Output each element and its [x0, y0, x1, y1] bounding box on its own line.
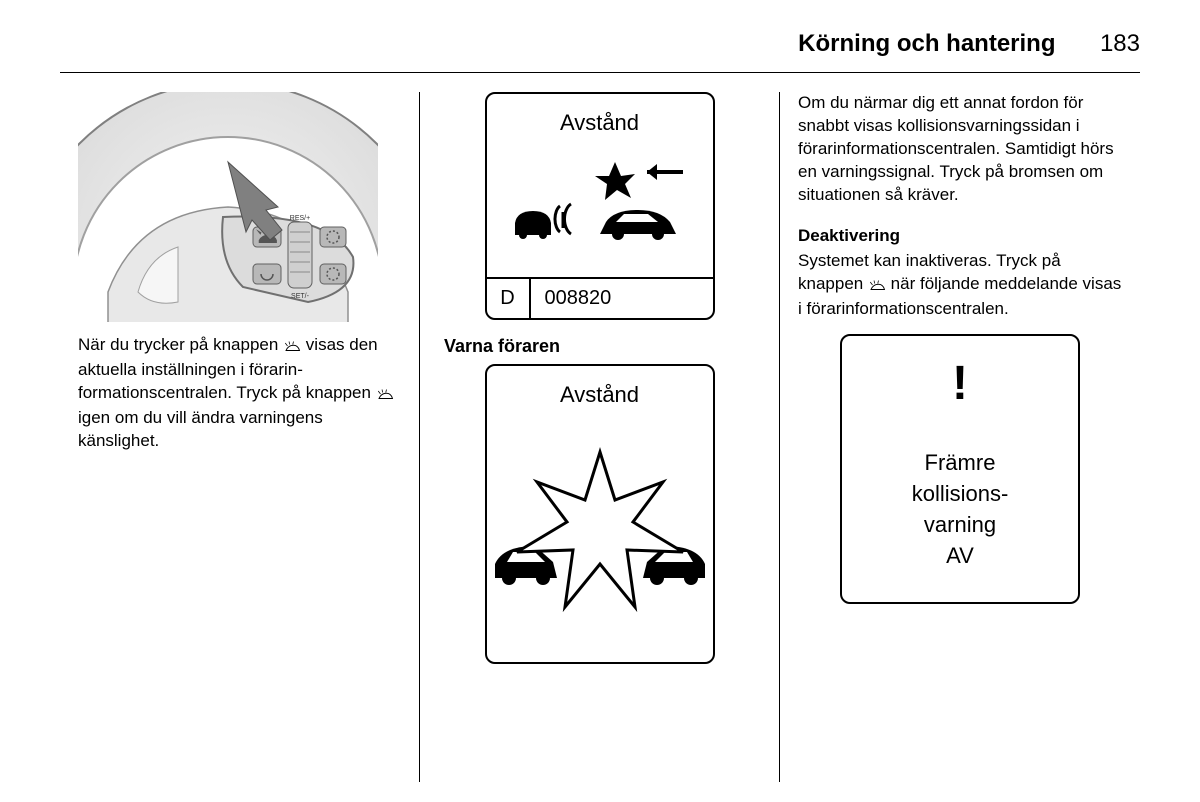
page-number: 183: [1100, 30, 1140, 58]
content-columns: RES/+ SET/- När du trycker på knappen vi…: [60, 92, 1140, 782]
off-line4: AV: [946, 543, 974, 568]
distance-panel-body: [487, 146, 713, 277]
exclamation-icon: !: [852, 360, 1068, 408]
distance-row-value: 008820: [531, 279, 713, 318]
svg-text:SET/-: SET/-: [291, 293, 310, 300]
distance-row-label: D: [487, 279, 531, 318]
off-line2: kollisions-: [912, 481, 1009, 506]
steering-wheel-figure: RES/+ SET/-: [78, 92, 378, 322]
warn-driver-body: [487, 418, 713, 649]
col1-text-a: När du trycker på knappen: [78, 335, 283, 354]
warn-driver-title: Avstånd: [487, 366, 713, 418]
warn-driver-panel: Avstånd: [485, 364, 715, 664]
col1-paragraph: När du trycker på knappen visas den aktu…: [78, 334, 401, 453]
off-line1: Främre: [925, 450, 996, 475]
col1-text-c: igen om du vill ändra varning­ens känsli…: [78, 408, 323, 450]
col3-para1: Om du närmar dig ett annat fordon för sn…: [798, 92, 1122, 207]
off-message-panel: ! Främre kollisions- varning AV: [840, 334, 1080, 603]
column-2: Avstånd: [420, 92, 780, 782]
col3-para2: Systemet kan inaktiveras. Tryck på knapp…: [798, 250, 1122, 321]
collision-button-icon: [376, 384, 394, 407]
distance-panel: Avstånd: [485, 92, 715, 320]
warn-driver-heading: Varna föraren: [444, 334, 761, 358]
header-title: Körning och hantering: [798, 30, 1055, 58]
off-message-text: Främre kollisions- varning AV: [852, 448, 1068, 571]
off-line3: varning: [924, 512, 996, 537]
distance-panel-title: Avstånd: [487, 94, 713, 146]
deactivation-heading: Deaktivering: [798, 225, 1122, 248]
page-header: Körning och hantering 183: [798, 30, 1140, 58]
column-3: Om du närmar dig ett annat fordon för sn…: [780, 92, 1140, 782]
svg-text:RES/+: RES/+: [290, 215, 310, 222]
header-rule: [60, 72, 1140, 73]
column-1: RES/+ SET/- När du trycker på knappen vi…: [60, 92, 420, 782]
collision-button-icon: [283, 336, 301, 359]
distance-panel-row: D 008820: [487, 277, 713, 318]
collision-button-icon: [868, 275, 886, 298]
